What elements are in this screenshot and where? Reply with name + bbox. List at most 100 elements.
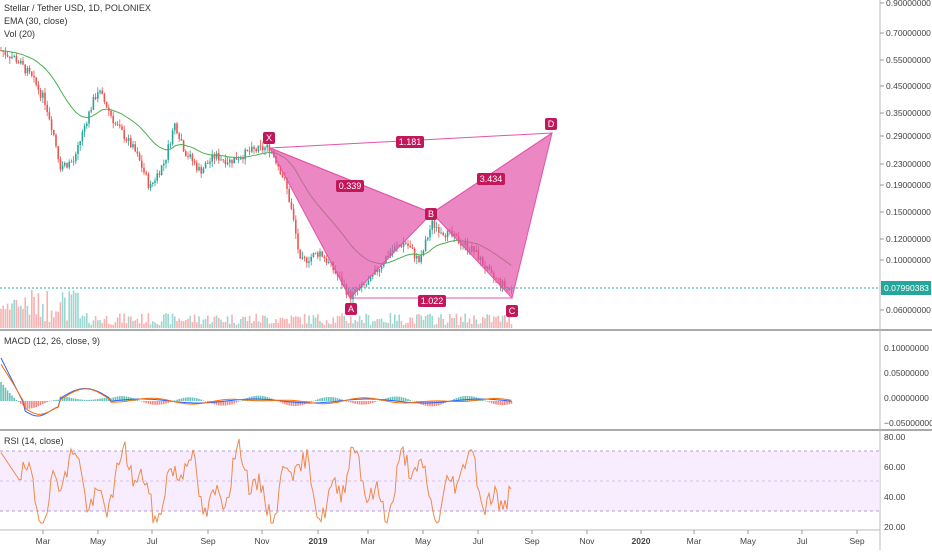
- volume-bar: [70, 294, 73, 328]
- pattern-point-b[interactable]: B: [425, 208, 437, 220]
- volume-bar: [266, 317, 268, 328]
- macd-hist-bar: [334, 397, 337, 401]
- time-axis[interactable]: Mar May Jul Sep Nov 2019 Mar May Jul Sep Nov 2020 Ma…: [36, 530, 865, 546]
- candle-body: [39, 90, 42, 98]
- volume-bar: [420, 315, 422, 328]
- macd-hist-bar: [266, 396, 268, 401]
- volume-bar: [244, 317, 246, 328]
- volume-bar: [123, 313, 125, 328]
- macd-hist-bar: [290, 401, 293, 406]
- macd-hist-bar: [33, 401, 35, 408]
- candle-body: [99, 90, 101, 93]
- macd-hist-bar: [508, 401, 510, 405]
- macd-hist-bar: [409, 399, 411, 401]
- macd-hist-bar: [193, 397, 196, 401]
- volume-bar: [167, 314, 169, 328]
- volume-indicator-label[interactable]: Vol (20): [4, 29, 36, 39]
- candle-body: [264, 147, 266, 151]
- macd-axis[interactable]: 0.10000000 0.05000000 0.00000000 −0.0500000…: [884, 343, 932, 428]
- macd-tick-label: 0.05000000: [884, 368, 929, 378]
- volume-bar: [226, 316, 229, 328]
- price-axis[interactable]: 0.90000000 0.70000000 0.55000000 0.45000000…: [880, 0, 931, 315]
- volume-bar: [88, 322, 90, 328]
- candle-body: [90, 109, 92, 112]
- volume-bar: [132, 320, 134, 328]
- macd-hist-bar: [277, 401, 279, 402]
- time-tick-label: Sep: [200, 536, 215, 546]
- macd-hist-bar: [330, 397, 332, 401]
- macd-hist-bar: [440, 401, 442, 405]
- volume-bar: [185, 320, 187, 328]
- volume-bar: [81, 315, 84, 328]
- macd-hist-bar: [39, 401, 42, 406]
- volume-bar: [224, 322, 227, 328]
- candle-body: [224, 159, 227, 165]
- candle-body: [222, 159, 224, 161]
- macd-hist-bar: [319, 398, 321, 401]
- price-pane[interactable]: [0, 0, 880, 330]
- macd-hist-bar: [358, 401, 361, 405]
- macd-hist-bar: [57, 399, 59, 401]
- candle-body: [213, 154, 216, 159]
- volume-bar: [26, 305, 29, 328]
- candle-body: [319, 251, 321, 257]
- volume-bar: [198, 316, 200, 328]
- candle-body: [284, 177, 286, 179]
- candle-body: [53, 129, 55, 135]
- candle-body: [407, 243, 409, 246]
- macd-hist-bar: [279, 401, 282, 403]
- pattern-point-c[interactable]: C: [506, 305, 518, 317]
- volume-bar: [103, 318, 106, 328]
- candle-body: [231, 159, 233, 164]
- volume-bar: [385, 322, 387, 328]
- macd-tick-label: 0.00000000: [884, 393, 929, 403]
- macd-hist-bar: [347, 401, 350, 402]
- candle-body: [334, 270, 337, 274]
- macd-pane[interactable]: [0, 332, 880, 428]
- macd-hist-bar: [88, 399, 90, 401]
- candle-body: [257, 145, 260, 152]
- candle-body: [281, 174, 284, 178]
- volume-bar: [418, 313, 420, 328]
- candle-body: [286, 178, 288, 189]
- volume-bar: [484, 318, 486, 328]
- macd-hist-bar: [99, 398, 101, 401]
- candle-body: [20, 60, 22, 64]
- volume-bar: [187, 318, 189, 328]
- pattern-point-x[interactable]: X: [263, 132, 275, 144]
- macd-hist-bar: [123, 396, 125, 401]
- macd-hist-bar: [429, 401, 431, 407]
- macd-hist-bar: [72, 398, 75, 401]
- svg-text:0.07990383: 0.07990383: [884, 283, 929, 293]
- rsi-axis[interactable]: 80.00 60.00 40.00 20.00: [884, 432, 906, 532]
- volume-bar: [319, 320, 321, 328]
- candle-body: [211, 154, 213, 162]
- volume-bar: [387, 322, 389, 328]
- macd-hist-bar: [462, 396, 464, 401]
- rsi-indicator-label[interactable]: RSI (14, close): [4, 436, 64, 446]
- macd-indicator-label[interactable]: MACD (12, 26, close, 9): [4, 336, 101, 346]
- macd-hist-bar: [299, 401, 301, 406]
- macd-hist-bar: [207, 401, 209, 402]
- ema-indicator-label[interactable]: EMA (30, close): [4, 16, 68, 26]
- candle-body: [306, 257, 308, 263]
- macd-hist-bar: [372, 401, 374, 403]
- harmonic-pattern[interactable]: X A B C D 0.339: [263, 118, 557, 317]
- volume-bar: [374, 321, 376, 328]
- pattern-point-d[interactable]: D: [545, 118, 557, 130]
- macd-hist-bar: [103, 397, 106, 401]
- macd-hist-bar: [86, 399, 88, 401]
- macd-hist-bar: [332, 397, 334, 401]
- volume-bar: [330, 324, 332, 328]
- volume-bar: [288, 323, 290, 328]
- volume-bar: [156, 323, 158, 328]
- volume-bar: [354, 319, 356, 328]
- candle-body: [255, 149, 257, 152]
- volume-bar: [301, 324, 304, 328]
- macd-hist-bar: [460, 396, 462, 401]
- symbol-title[interactable]: Stellar / Tether USD, 1D, POLONIEX: [4, 3, 151, 13]
- candle-body: [171, 130, 174, 144]
- time-tick-label: 2019: [309, 536, 328, 546]
- candle-body: [369, 276, 372, 281]
- pattern-point-a[interactable]: A: [345, 303, 357, 315]
